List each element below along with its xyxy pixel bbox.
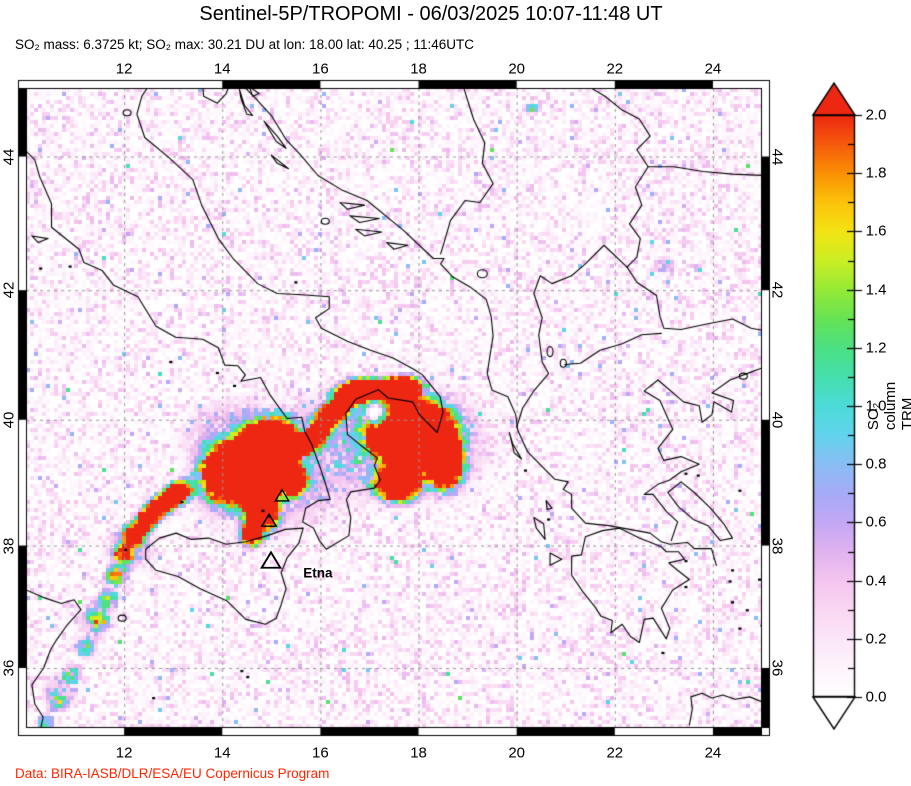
stats-line: SO₂ mass: 6.3725 kt; SO₂ max: 30.21 DU a…: [15, 37, 474, 52]
lat-tick-left-38: 38: [0, 537, 18, 554]
lon-tick-bottom-20: 20: [508, 744, 525, 762]
lat-tick-right-42: 42: [768, 281, 786, 299]
lat-tick-right-40: 40: [768, 411, 786, 429]
lon-tick-bottom-22: 22: [606, 744, 624, 762]
colorbar-tick-1.0: 1.0: [865, 397, 887, 415]
colorbar-tick-0.6: 0.6: [865, 513, 887, 531]
colorbar-tick-0.4: 0.4: [865, 572, 887, 590]
data-credit: Data: BIRA-IASB/DLR/ESA/EU Copernicus Pr…: [15, 766, 330, 781]
lon-tick-bottom-14: 14: [213, 744, 231, 762]
etna-label: Etna: [303, 565, 333, 581]
plot-title: Sentinel-5P/TROPOMI - 06/03/2025 10:07-1…: [199, 3, 663, 25]
colorbar-tick-1.2: 1.2: [865, 339, 887, 357]
colorbar-tick-0.8: 0.8: [865, 455, 887, 473]
volcano-marker-etna: [260, 550, 283, 569]
lon-tick-bottom-12: 12: [115, 744, 133, 762]
lat-tick-left-40: 40: [0, 411, 18, 429]
lon-tick-top-20: 20: [508, 60, 525, 78]
volcano-marker-stromboli: [273, 488, 290, 502]
colorbar-tick-1.4: 1.4: [865, 281, 887, 299]
lat-tick-right-36: 36: [768, 659, 786, 677]
lat-tick-left-36: 36: [0, 659, 18, 677]
colorbar-title: SO₂ column TRM [DU]: [865, 381, 911, 431]
colorbar-tick-0.2: 0.2: [865, 630, 887, 648]
volcano-marker-vulcano: [260, 512, 278, 527]
lat-tick-right-44: 44: [768, 148, 786, 165]
lon-tick-bottom-24: 24: [704, 744, 722, 762]
colorbar-tick-1.8: 1.8: [865, 164, 887, 182]
colorbar-tick-0.0: 0.0: [865, 688, 887, 706]
lon-tick-bottom-16: 16: [312, 744, 329, 762]
lat-tick-left-42: 42: [0, 281, 18, 299]
lon-tick-top-18: 18: [410, 60, 427, 78]
colorbar-tick-1.6: 1.6: [865, 222, 887, 240]
lat-tick-right-38: 38: [768, 537, 786, 554]
lon-tick-top-22: 22: [606, 60, 624, 78]
colorbar-tick-2.0: 2.0: [865, 106, 887, 124]
lon-tick-top-12: 12: [115, 60, 133, 78]
lon-tick-top-14: 14: [213, 60, 231, 78]
lon-tick-bottom-18: 18: [410, 744, 427, 762]
lon-tick-top-16: 16: [312, 60, 329, 78]
lon-tick-top-24: 24: [704, 60, 722, 78]
lat-tick-left-44: 44: [0, 148, 18, 165]
